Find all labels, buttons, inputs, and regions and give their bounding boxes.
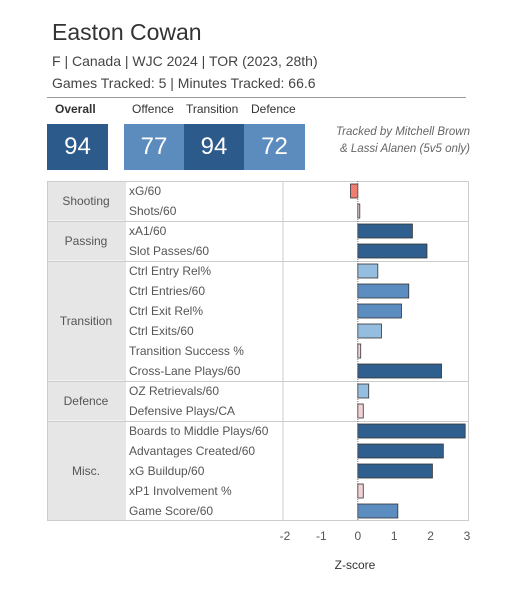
bar bbox=[357, 483, 364, 499]
player-name: Easton Cowan bbox=[52, 19, 202, 45]
bar bbox=[357, 363, 442, 379]
tracked-info: Games Tracked: 5 | Minutes Tracked: 66.6 bbox=[52, 75, 316, 91]
bar bbox=[357, 323, 382, 339]
zscore-bar-chart: Shooting xG/60 Shots/60 Passing xA1/60 Slot P… bbox=[47, 181, 469, 521]
category-label: Misc. bbox=[72, 464, 100, 478]
x-tick-label: -2 bbox=[279, 529, 291, 543]
credit-line-1: Tracked by Mitchell Brown bbox=[336, 126, 470, 138]
x-tick-label: 3 bbox=[463, 529, 471, 543]
x-axis-title: Z-score bbox=[334, 558, 376, 572]
defence-score: 72 bbox=[244, 124, 305, 170]
defence-label: Defence bbox=[251, 102, 296, 116]
metric-label: xG/60 bbox=[129, 184, 161, 198]
bar bbox=[357, 243, 428, 259]
metric-label: OZ Retrievals/60 bbox=[129, 384, 219, 398]
category-label: Defence bbox=[64, 394, 109, 408]
category-cell bbox=[48, 381, 125, 421]
credit-line-2: & Lassi Alanen (5v5 only) bbox=[340, 143, 470, 155]
metric-label: Ctrl Entry Rel% bbox=[129, 264, 211, 278]
offence-label: Offence bbox=[132, 102, 174, 116]
bar bbox=[357, 463, 433, 479]
bar bbox=[357, 383, 370, 399]
overall-score: 94 bbox=[47, 124, 108, 170]
x-tick-label: 0 bbox=[354, 529, 362, 543]
metric-label: Boards to Middle Plays/60 bbox=[129, 424, 269, 438]
bar bbox=[350, 183, 359, 199]
bar bbox=[357, 303, 402, 319]
bar bbox=[357, 223, 413, 239]
x-tick-label: 1 bbox=[390, 529, 398, 543]
metric-label: Ctrl Exits/60 bbox=[129, 324, 194, 338]
metric-label: Advantages Created/60 bbox=[129, 444, 255, 458]
category-cell bbox=[48, 221, 125, 261]
metric-label: Game Score/60 bbox=[129, 504, 213, 518]
bar bbox=[357, 283, 410, 299]
bar bbox=[357, 403, 364, 419]
category-label: Transition bbox=[60, 314, 112, 328]
tracking-credit: Tracked by Mitchell Brown & Lassi Alanen… bbox=[300, 124, 470, 158]
bar bbox=[357, 263, 379, 279]
x-tick-label: 2 bbox=[427, 529, 434, 543]
metric-label: Shots/60 bbox=[129, 204, 177, 218]
metric-label: Transition Success % bbox=[129, 344, 244, 358]
metric-label: Ctrl Exit Rel% bbox=[129, 304, 203, 318]
metric-label: Ctrl Entries/60 bbox=[129, 284, 205, 298]
header-divider bbox=[47, 97, 466, 98]
metric-label: xP1 Involvement % bbox=[129, 484, 232, 498]
x-tick-label: -1 bbox=[316, 529, 327, 543]
metric-label: Cross-Lane Plays/60 bbox=[129, 364, 241, 378]
metric-label: xG Buildup/60 bbox=[129, 464, 205, 478]
bar bbox=[357, 423, 466, 439]
bar bbox=[357, 443, 444, 459]
metric-label: Defensive Plays/CA bbox=[129, 404, 235, 418]
category-cell bbox=[48, 181, 125, 221]
category-label: Shooting bbox=[62, 194, 109, 208]
metric-label: xA1/60 bbox=[129, 224, 167, 238]
offence-score: 77 bbox=[124, 124, 184, 170]
category-label: Passing bbox=[65, 234, 108, 248]
bar bbox=[357, 503, 399, 519]
overall-label: Overall bbox=[55, 102, 96, 116]
player-info: F | Canada | WJC 2024 | TOR (2023, 28th) bbox=[52, 53, 318, 69]
transition-label: Transition bbox=[186, 102, 239, 116]
category-cell bbox=[48, 421, 125, 521]
transition-score: 94 bbox=[184, 124, 244, 170]
category-cell bbox=[48, 261, 125, 381]
metric-label: Slot Passes/60 bbox=[129, 244, 209, 258]
